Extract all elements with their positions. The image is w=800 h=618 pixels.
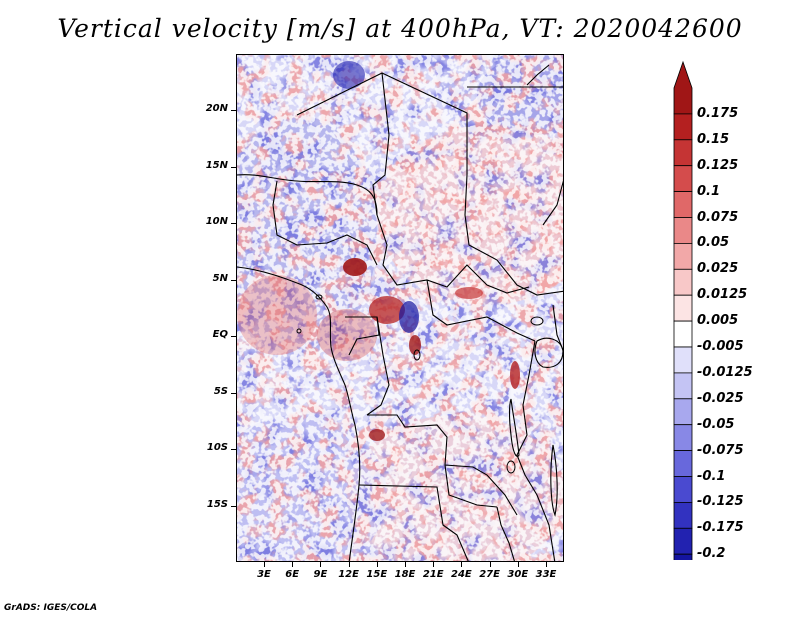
country-borders [237, 64, 563, 561]
lon-tick [433, 562, 435, 567]
colorbar-bin [673, 501, 693, 529]
colorbar-label: -0.125 [697, 494, 744, 510]
colorbar-label: 0.05 [697, 235, 730, 251]
lon-tick [546, 562, 547, 567]
colorbar-label: 0.1 [697, 183, 721, 199]
colorbar-label: -0.175 [697, 520, 744, 536]
colorbar-label: -0.025 [697, 390, 744, 406]
lat-tick [231, 279, 236, 281]
lat-tick [231, 505, 236, 507]
colorbar-bin [673, 165, 693, 192]
colorbar-bottom-arrow [673, 553, 693, 560]
lon-label-27e: 27E [479, 569, 500, 580]
lat-tick [231, 166, 236, 168]
map-panel [236, 54, 564, 562]
colorbar-bin [673, 527, 693, 555]
colorbar-top-arrow [673, 60, 693, 115]
colorbar-label: -0.1 [697, 468, 726, 484]
velocity-field [237, 55, 563, 561]
lat-tick [231, 223, 236, 224]
lon-tick [461, 562, 463, 567]
lat-label-5n: 5N [212, 272, 228, 284]
lat-label-20n: 20N [205, 103, 228, 114]
colorbar-label: -0.05 [697, 416, 735, 432]
colorbar-bin [673, 139, 693, 167]
lat-label-10s: 10S [206, 442, 228, 453]
lon-tick [489, 562, 491, 567]
lat-label-15n: 15N [205, 159, 228, 171]
colorbar-label: 0.005 [697, 313, 739, 329]
colorbar-bin [673, 476, 693, 503]
colorbar-label: 0.0125 [697, 287, 748, 303]
colorbar-label: -0.005 [697, 339, 744, 354]
lat-tick [231, 449, 236, 450]
colorbar-label: 0.125 [697, 157, 739, 173]
lon-label-3e: 3E [257, 569, 271, 580]
map-title: Vertical velocity [m/s] at 400hPa, VT: 2… [57, 14, 743, 43]
colorbar-label: -0.075 [697, 442, 744, 458]
colorbar-bin [673, 346, 693, 374]
lon-tick [517, 562, 519, 567]
lon-tick [320, 562, 322, 567]
lon-label-30e: 30E [507, 569, 529, 580]
lat-label-5s: 5S [213, 385, 228, 397]
lat-tick [231, 336, 236, 337]
colorbar-label: -0.2 [697, 546, 726, 562]
colorbar-bin [673, 191, 693, 218]
colorbar-label: 0.175 [697, 105, 739, 121]
colorbar [673, 60, 693, 560]
colorbar-bin [673, 268, 693, 296]
lon-label-15e: 15E [366, 569, 388, 580]
colorbar-bin [673, 398, 693, 426]
colorbar-bin [673, 450, 693, 477]
colorbar-label: 0.025 [697, 261, 739, 277]
colorbar-bin [673, 113, 693, 141]
lat-label-15s: 15S [206, 498, 228, 510]
colorbar-label: -0.0125 [697, 364, 753, 380]
lon-tick [405, 562, 406, 567]
lon-tick [348, 562, 350, 567]
colorbar-bin [673, 424, 693, 452]
colorbar-bin [673, 294, 693, 322]
lat-label-eq: EQ [212, 329, 228, 340]
colorbar-bin [673, 242, 693, 270]
lat-tick [231, 110, 236, 111]
lon-tick [376, 562, 378, 567]
lon-tick [264, 562, 265, 567]
lon-label-9e: 9E [313, 569, 328, 580]
lon-label-21e: 21E [422, 569, 444, 580]
colorbar-bin [673, 320, 693, 348]
lake-outlines [296, 294, 544, 474]
lon-tick [292, 562, 294, 567]
convective-cells [237, 61, 520, 441]
lon-label-6e: 6E [285, 569, 300, 580]
lat-label-10n: 10N [205, 216, 228, 227]
colorbar-label: 0.075 [697, 209, 739, 225]
colorbar-bin [673, 217, 693, 244]
colorbar-bin [673, 372, 693, 400]
grads-credit: GrADS: IGES/COLA [4, 603, 98, 613]
lon-label-24e: 24E [451, 569, 472, 580]
lon-label-12e: 12E [338, 569, 359, 580]
lon-label-33e: 33E [535, 569, 557, 580]
lon-label-18e: 18E [394, 569, 416, 580]
lat-tick [231, 392, 236, 394]
colorbar-label: 0.15 [697, 131, 730, 147]
